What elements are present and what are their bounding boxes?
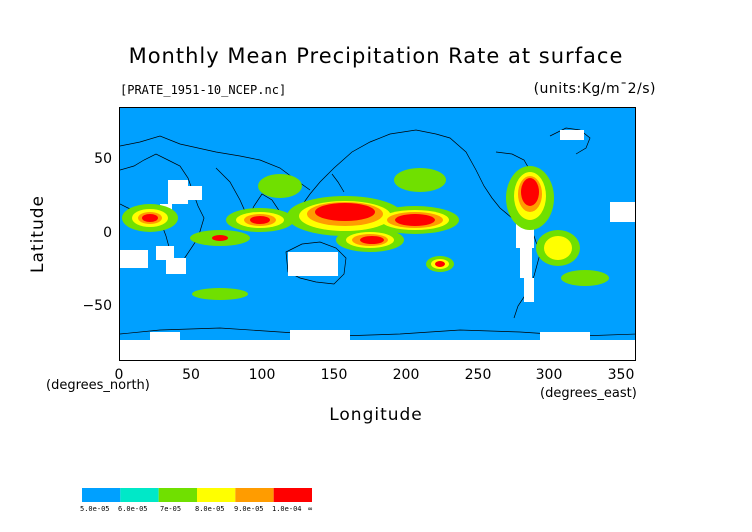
colorbar-labels: 5.0e-05 6.0e-05 7e-05 8.0e-05 9.0e-05 1.… — [80, 505, 322, 517]
x-tick-label: 100 — [248, 367, 276, 383]
y-axis-label: Latitude — [28, 195, 48, 273]
colorbar-tick-label: 5.0e-05 — [80, 505, 110, 513]
colorbar-tick-label: 6.0e-05 — [118, 505, 148, 513]
colorbar-cell — [158, 488, 197, 502]
x-tick-label: 350 — [607, 367, 635, 383]
x-unit-label: (degrees_east) — [540, 386, 637, 401]
colorbar-cell — [235, 488, 274, 502]
x-tick-label: 50 — [182, 367, 200, 383]
colorbar-tick-label: 1.0e-04 — [272, 505, 302, 513]
colorbar-cell — [273, 488, 312, 502]
chart-title: Monthly Mean Precipitation Rate at surfa… — [128, 44, 624, 68]
y-tick-label: −50 — [82, 298, 112, 314]
precip-extreme — [142, 178, 539, 267]
y-tick-label: 0 — [103, 225, 112, 241]
x-tick-label: 150 — [320, 367, 348, 383]
y-unit-label: (degrees_north) — [46, 378, 150, 393]
colorbar-tick-label: 7e-05 — [160, 505, 182, 513]
colorbar-cell — [82, 488, 121, 502]
x-tick-label: 200 — [392, 367, 420, 383]
colorbar-cell — [120, 488, 159, 502]
y-tick-label: 50 — [94, 151, 112, 167]
map-plot-area — [119, 107, 636, 361]
colorbar-tick-label: 8.0e-05 — [195, 505, 225, 513]
x-axis-label: Longitude — [329, 405, 423, 425]
x-tick-label: 250 — [464, 367, 492, 383]
x-tick-label: 0 — [114, 367, 124, 383]
colorbar-tick-label: ∞ — [308, 505, 313, 513]
colorbar-tick-label: 9.0e-05 — [234, 505, 264, 513]
colorbar-cell — [197, 488, 236, 502]
colorbar — [82, 488, 312, 502]
source-file-label: [PRATE_1951-10_NCEP.nc] — [120, 83, 287, 97]
x-tick-label: 300 — [535, 367, 563, 383]
precipitation-map — [120, 127, 635, 360]
units-label: (units:Kg/m¯2/s) — [533, 81, 656, 97]
